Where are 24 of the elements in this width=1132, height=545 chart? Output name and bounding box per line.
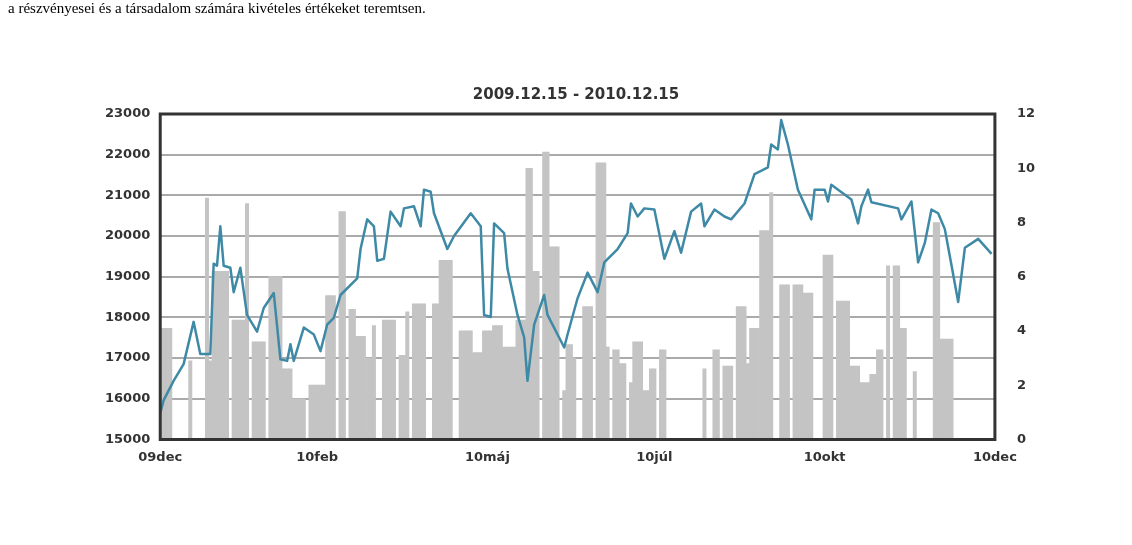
y-tick-label: 15000	[104, 430, 151, 446]
y2-tick-label: 4	[1016, 322, 1026, 338]
text: a részvényesei és a társadalom számára kivételes értékeket teremtsen.	[8, 0, 426, 17]
x-tick-label: 10okt	[803, 448, 846, 464]
x-tick-label: 10dec	[972, 448, 1017, 464]
y2-tick-label: 8	[1016, 213, 1026, 229]
y-tick-label: 23000	[104, 105, 151, 121]
y2-tick-label: 12	[1016, 105, 1035, 121]
y-tick-label: 21000	[104, 186, 151, 202]
x-tick-label: 10máj	[464, 448, 510, 464]
y2-tick-label: 2	[1016, 376, 1026, 392]
chart-title: 2009.12.15 - 2010.12.15	[472, 84, 680, 103]
y-tick-label: 22000	[104, 146, 151, 162]
y-tick-label: 17000	[104, 349, 151, 365]
x-tick-label: 10júl	[636, 448, 673, 464]
x-tick-label: 10feb	[296, 448, 339, 464]
y-tick-label: 16000	[104, 390, 151, 406]
y2-tick-label: 0	[1016, 430, 1026, 446]
y-tick-label: 20000	[104, 227, 151, 243]
y-tick-label: 19000	[104, 268, 151, 284]
x-tick-label: 09dec	[138, 448, 183, 464]
y2-tick-label: 6	[1016, 268, 1026, 284]
y-tick-label: 18000	[104, 308, 151, 324]
y2-tick-label: 10	[1016, 159, 1035, 175]
